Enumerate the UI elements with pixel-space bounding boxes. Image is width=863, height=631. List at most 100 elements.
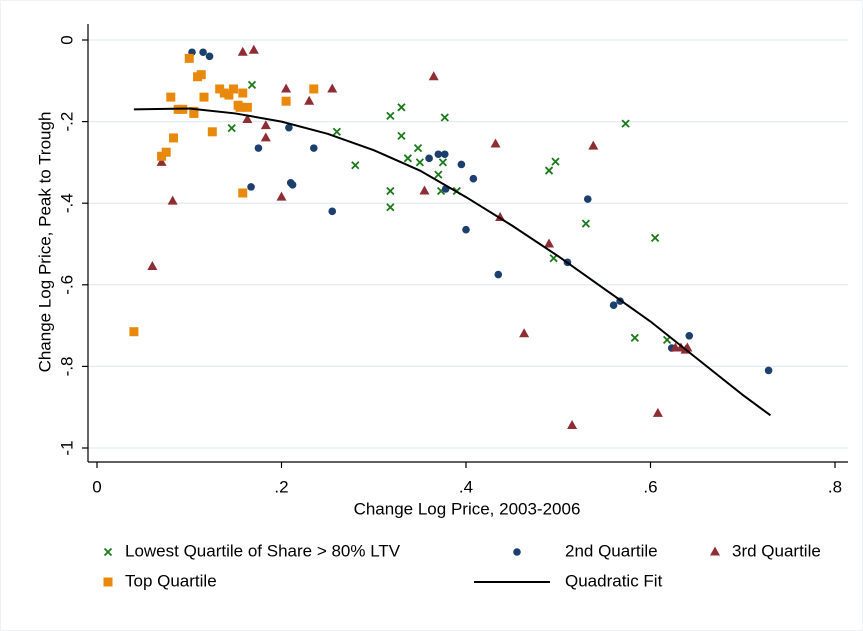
legend-label: 3rd Quartile	[732, 541, 821, 560]
point	[567, 420, 578, 430]
point	[469, 174, 478, 183]
y-tick-label: -.8	[57, 356, 76, 376]
point	[440, 150, 449, 159]
legend-marker	[103, 577, 113, 587]
point	[129, 327, 139, 337]
point	[238, 188, 248, 198]
point	[428, 71, 439, 81]
point	[157, 151, 167, 161]
y-tick-label: -.4	[57, 193, 76, 213]
point	[490, 138, 501, 148]
y-axis-title: Change Log Price, Peak to Trough	[35, 112, 54, 373]
x-tick-label: .4	[459, 477, 473, 496]
legend-marker	[103, 547, 113, 557]
point	[207, 127, 217, 137]
point	[167, 195, 178, 205]
point	[609, 301, 618, 310]
point	[327, 83, 338, 93]
legend-label: 2nd Quartile	[565, 541, 658, 560]
point	[588, 140, 599, 150]
point	[156, 156, 167, 166]
point	[419, 185, 430, 195]
point	[147, 260, 158, 270]
point	[630, 333, 639, 342]
point	[219, 88, 229, 98]
point	[328, 207, 337, 216]
y-tick-label: -.2	[57, 112, 76, 132]
point	[425, 154, 433, 163]
legend-marker	[710, 546, 720, 556]
point	[169, 133, 179, 143]
legend-label: Quadratic Fit	[565, 571, 663, 590]
point	[397, 103, 406, 112]
point	[440, 113, 449, 122]
point	[288, 181, 297, 189]
point	[242, 114, 253, 124]
point	[247, 80, 257, 90]
point	[351, 161, 360, 170]
point	[229, 84, 239, 94]
point	[434, 150, 443, 159]
point	[549, 254, 558, 263]
point	[238, 88, 248, 98]
y-tick-label: -1	[57, 440, 76, 455]
point	[685, 332, 694, 340]
point	[224, 90, 234, 100]
point	[650, 233, 660, 243]
y-tick-label: -.6	[57, 275, 76, 295]
point	[621, 119, 630, 128]
point	[397, 131, 406, 141]
point	[581, 219, 591, 228]
point	[281, 83, 292, 93]
point	[386, 186, 395, 196]
point	[551, 157, 560, 166]
x-tick-label: 0	[92, 477, 101, 496]
point	[309, 84, 319, 94]
point	[304, 95, 315, 105]
point	[161, 147, 171, 157]
point	[235, 102, 245, 112]
point	[247, 183, 255, 191]
point	[205, 52, 214, 61]
x-tick-label: .8	[828, 477, 842, 496]
point	[166, 92, 176, 102]
point	[652, 407, 663, 417]
point	[434, 170, 443, 179]
point	[309, 144, 318, 152]
point	[215, 84, 225, 94]
point	[386, 203, 395, 212]
point	[276, 191, 287, 201]
point	[413, 143, 423, 153]
x-axis-title: Change Log Price, 2003-2006	[354, 499, 581, 518]
y-tick-label: 0	[57, 35, 76, 44]
point	[227, 123, 236, 133]
point	[544, 238, 555, 248]
point	[544, 166, 554, 175]
point	[254, 144, 263, 152]
point	[386, 111, 395, 121]
point	[332, 127, 341, 136]
legend-marker	[513, 548, 521, 556]
point	[438, 158, 448, 167]
point	[519, 328, 530, 338]
point	[260, 120, 271, 130]
point	[285, 123, 293, 132]
point	[237, 46, 248, 56]
point	[281, 96, 291, 106]
legend-label: Top Quartile	[125, 571, 217, 590]
point	[184, 53, 194, 63]
point	[462, 225, 470, 234]
fit-line	[133, 107, 772, 417]
point	[189, 106, 199, 116]
point	[415, 158, 425, 167]
point	[199, 92, 209, 102]
point	[248, 44, 259, 54]
legend-label: Lowest Quartile of Share > 80% LTV	[125, 541, 401, 560]
x-tick-label: .2	[274, 477, 288, 496]
x-tick-label: .6	[643, 477, 657, 496]
point	[242, 102, 252, 112]
point	[457, 160, 466, 169]
point	[494, 270, 503, 279]
